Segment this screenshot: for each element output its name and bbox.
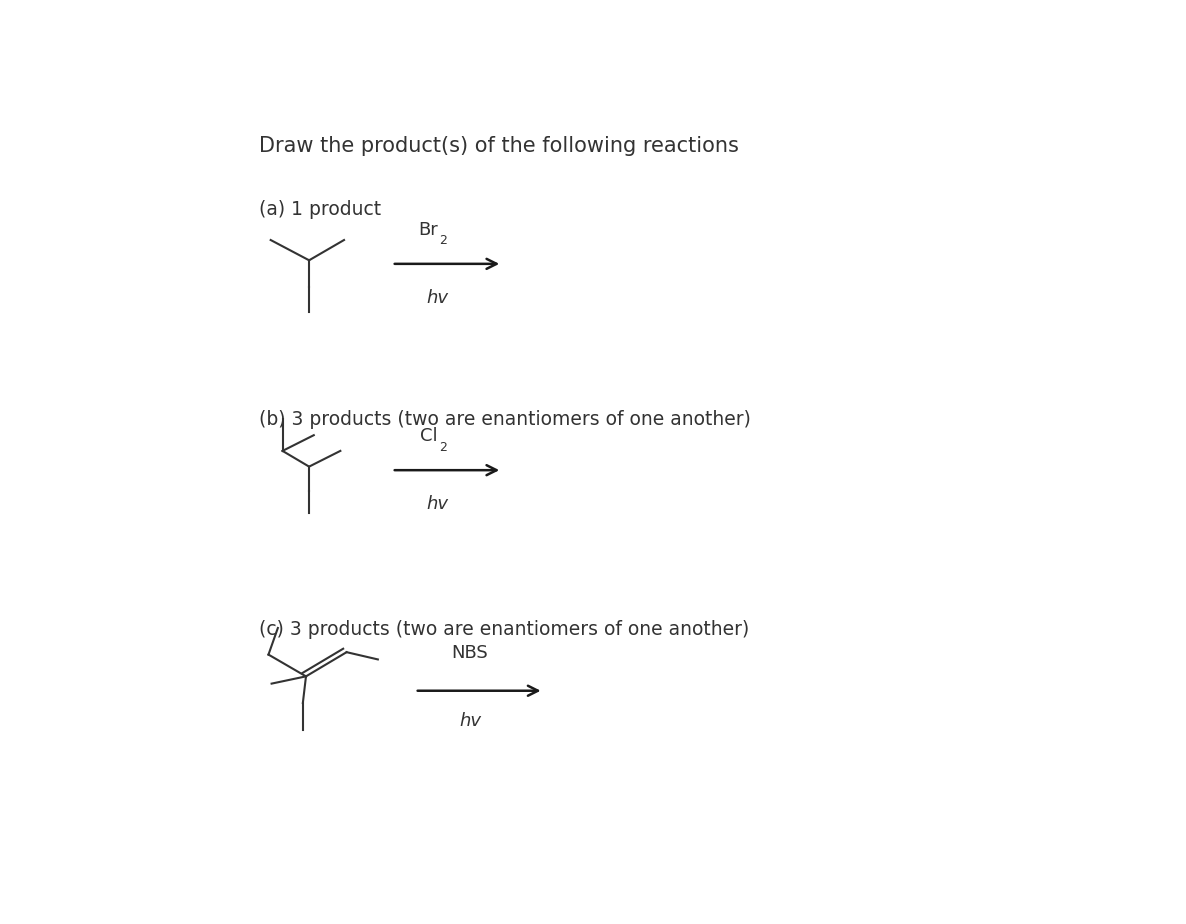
Text: hv: hv [459,712,482,730]
Text: (a) 1 product: (a) 1 product [259,200,381,219]
Text: hv: hv [427,288,448,307]
Text: NBS: NBS [452,644,489,663]
Text: 2: 2 [440,441,447,454]
Text: Draw the product(s) of the following reactions: Draw the product(s) of the following rea… [259,136,739,156]
Text: Cl: Cl [420,427,438,445]
Text: hv: hv [427,495,448,513]
Text: (c) 3 products (two are enantiomers of one another): (c) 3 products (two are enantiomers of o… [259,620,748,638]
Text: 2: 2 [440,235,447,248]
Text: Br: Br [417,221,438,239]
Text: (b) 3 products (two are enantiomers of one another): (b) 3 products (two are enantiomers of o… [259,409,751,429]
